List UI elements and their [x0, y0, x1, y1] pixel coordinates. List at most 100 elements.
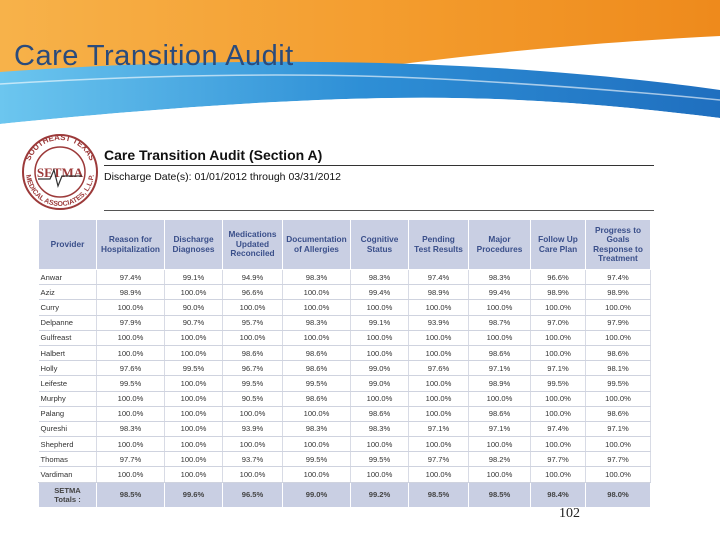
- percentage-cell: 96.6%: [222, 284, 283, 301]
- percentage-cell: 100.0%: [164, 421, 223, 438]
- percentage-cell: 90.0%: [164, 299, 223, 316]
- column-header: Reason for Hospitalization: [96, 219, 165, 270]
- column-header: Discharge Diagnoses: [164, 219, 223, 270]
- provider-name: Murphy: [38, 391, 97, 407]
- percentage-cell: 100.0%: [585, 299, 651, 316]
- percentage-cell: 100.0%: [408, 436, 469, 453]
- percentage-cell: 100.0%: [530, 436, 586, 453]
- percentage-cell: 99.5%: [222, 375, 283, 392]
- table-row: Anwar 97.4% 99.1% 94.9% 98.3% 98.3% 97.4% 98.3%…: [38, 269, 651, 286]
- percentage-cell: 98.9%: [96, 284, 165, 301]
- column-header-line: Reason for: [108, 234, 153, 244]
- percentage-cell: 100.0%: [350, 391, 409, 407]
- column-header-line: Treatment: [598, 253, 638, 263]
- percentage-cell: 100.0%: [408, 406, 469, 422]
- percentage-cell: 93.9%: [222, 421, 283, 438]
- percentage-cell: 99.5%: [350, 451, 409, 468]
- percentage-cell: 100.0%: [408, 299, 469, 316]
- percentage-cell: 100.0%: [222, 436, 283, 453]
- totals-label-line: SETMA: [54, 485, 81, 495]
- percentage-cell: 100.0%: [222, 406, 283, 422]
- total-value: 98.5%: [96, 481, 165, 508]
- percentage-cell: 90.5%: [222, 391, 283, 407]
- percentage-cell: 100.0%: [468, 466, 531, 483]
- percentage-cell: 100.0%: [585, 330, 651, 346]
- percentage-cell: 100.0%: [530, 391, 586, 407]
- totals-row: SETMA Totals :98.5% 99.6% 96.5% 99.0% 99.2% 98…: [38, 481, 651, 508]
- column-header-line: Care Plan: [538, 243, 578, 254]
- percentage-cell: 99.1%: [164, 269, 223, 286]
- percentage-cell: 98.3%: [96, 421, 165, 438]
- percentage-cell: 97.6%: [96, 360, 165, 377]
- column-header-line: Progress to: [594, 224, 642, 235]
- percentage-cell: 98.3%: [350, 269, 409, 286]
- percentage-cell: 98.2%: [468, 451, 531, 468]
- table-row: Curry 100.0% 90.0% 100.0% 100.0% 100.0% 100.0%…: [38, 299, 651, 316]
- svg-text:SETMA: SETMA: [37, 165, 84, 180]
- percentage-cell: 98.7%: [468, 315, 531, 331]
- percentage-cell: 100.0%: [282, 284, 351, 301]
- column-header-line: Documentation: [286, 234, 347, 244]
- provider-name: Aziz: [38, 284, 97, 301]
- table-row: Thomas 97.7% 100.0% 93.7% 99.5% 99.5% 97.7% 98.…: [38, 451, 651, 468]
- banner-graphic: [0, 0, 720, 130]
- header-divider: [104, 210, 654, 211]
- percentage-cell: 99.0%: [350, 360, 409, 377]
- total-value: 98.5%: [468, 481, 531, 508]
- percentage-cell: 100.0%: [222, 466, 283, 483]
- care-transition-table: Provider Reason for Hospitalization Dischar…: [38, 219, 651, 508]
- percentage-cell: 100.0%: [282, 436, 351, 453]
- table-row: Palang 100.0% 100.0% 100.0% 100.0% 98.6% 100.0…: [38, 406, 651, 422]
- column-header-line: Pending: [422, 234, 455, 244]
- percentage-cell: 98.6%: [585, 406, 651, 422]
- percentage-cell: 100.0%: [408, 466, 469, 483]
- percentage-cell: 100.0%: [96, 406, 165, 422]
- percentage-cell: 96.6%: [530, 269, 586, 286]
- percentage-cell: 100.0%: [96, 299, 165, 316]
- table-row: Delpanne 97.9% 90.7% 95.7% 98.3% 99.1% 93.9% 98…: [38, 315, 651, 331]
- percentage-cell: 100.0%: [585, 391, 651, 407]
- percentage-cell: 100.0%: [468, 330, 531, 346]
- column-header: Medications Updated Reconciled: [222, 219, 283, 270]
- column-header-line: Cognitive: [360, 234, 399, 244]
- percentage-cell: 98.9%: [530, 284, 586, 301]
- percentage-cell: 100.0%: [530, 299, 586, 316]
- percentage-cell: 100.0%: [164, 391, 223, 407]
- percentage-cell: 100.0%: [350, 299, 409, 316]
- percentage-cell: 97.7%: [530, 451, 586, 468]
- percentage-cell: 99.1%: [350, 315, 409, 331]
- column-header-line: of Allergies: [294, 243, 339, 254]
- percentage-cell: 99.5%: [585, 375, 651, 392]
- percentage-cell: 100.0%: [530, 466, 586, 483]
- percentage-cell: 100.0%: [164, 330, 223, 346]
- percentage-cell: 97.4%: [585, 269, 651, 286]
- column-header-line: Procedures: [476, 243, 523, 254]
- total-value: 99.2%: [350, 481, 409, 508]
- percentage-cell: 100.0%: [222, 299, 283, 316]
- percentage-cell: 99.4%: [350, 284, 409, 301]
- percentage-cell: 98.6%: [585, 345, 651, 362]
- column-header: Follow Up Care Plan: [530, 219, 586, 270]
- percentage-cell: 100.0%: [408, 345, 469, 362]
- percentage-cell: 100.0%: [96, 436, 165, 453]
- total-value: 96.5%: [222, 481, 283, 508]
- percentage-cell: 98.6%: [468, 345, 531, 362]
- percentage-cell: 90.7%: [164, 315, 223, 331]
- percentage-cell: 98.3%: [468, 269, 531, 286]
- percentage-cell: 100.0%: [408, 330, 469, 346]
- column-header-line: Medications: [228, 229, 277, 240]
- blue-wave: [0, 61, 720, 124]
- percentage-cell: 99.4%: [468, 284, 531, 301]
- percentage-cell: 98.6%: [282, 391, 351, 407]
- percentage-cell: 99.5%: [282, 451, 351, 468]
- percentage-cell: 97.7%: [96, 451, 165, 468]
- percentage-cell: 100.0%: [350, 345, 409, 362]
- total-value: 98.0%: [585, 481, 651, 508]
- percentage-cell: 100.0%: [408, 391, 469, 407]
- table-header-row: Provider Reason for Hospitalization Dischar…: [38, 219, 651, 270]
- table-row: Vardiman 100.0% 100.0% 100.0% 100.0% 100.0% 10…: [38, 466, 651, 483]
- column-header: Progress to Goals Response to Treatment: [585, 219, 651, 270]
- percentage-cell: 100.0%: [530, 406, 586, 422]
- provider-name: Palang: [38, 406, 97, 422]
- percentage-cell: 98.9%: [408, 284, 469, 301]
